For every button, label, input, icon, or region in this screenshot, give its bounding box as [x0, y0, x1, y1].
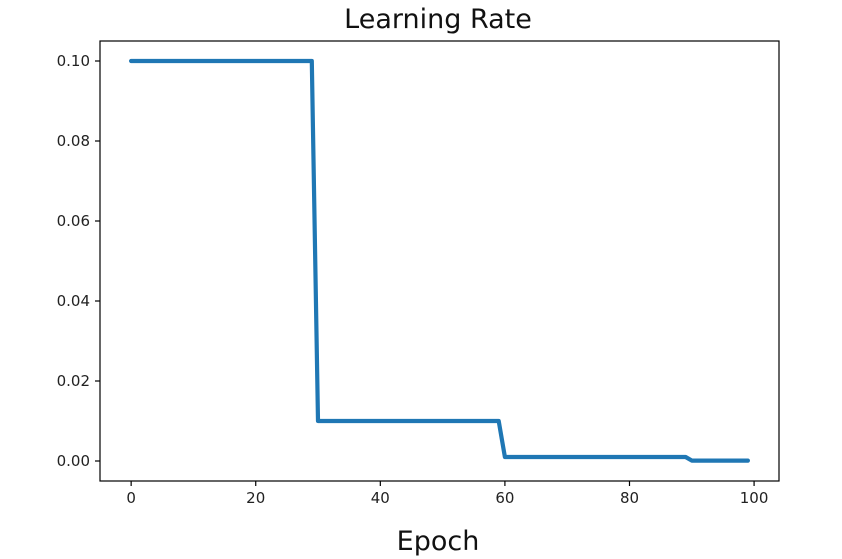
series-line-0 — [129, 58, 751, 463]
plot-area-frame — [99, 40, 780, 482]
y-tick-label: 0.02 — [57, 372, 90, 390]
x-axis-ticks: 0 20 40 60 80 100 — [126, 481, 768, 507]
y-tick-label: 0.10 — [57, 52, 90, 70]
x-axis-label: Epoch — [397, 526, 480, 557]
y-tick-label: 0.06 — [57, 212, 90, 230]
x-tick-label: 20 — [246, 489, 265, 507]
chart-title: Learning Rate — [344, 4, 532, 35]
x-tick-label: 100 — [740, 489, 769, 507]
x-tick-label: 60 — [495, 489, 514, 507]
x-tick-label: 80 — [620, 489, 639, 507]
series-layer — [129, 58, 751, 463]
y-tick-label: 0.00 — [57, 452, 90, 470]
x-tick-label: 40 — [371, 489, 390, 507]
y-tick-label: 0.04 — [57, 292, 90, 310]
y-axis-ticks: 0.00 0.02 0.04 0.06 0.08 0.10 — [57, 52, 100, 470]
y-tick-label: 0.08 — [57, 132, 90, 150]
x-tick-label: 0 — [126, 489, 136, 507]
